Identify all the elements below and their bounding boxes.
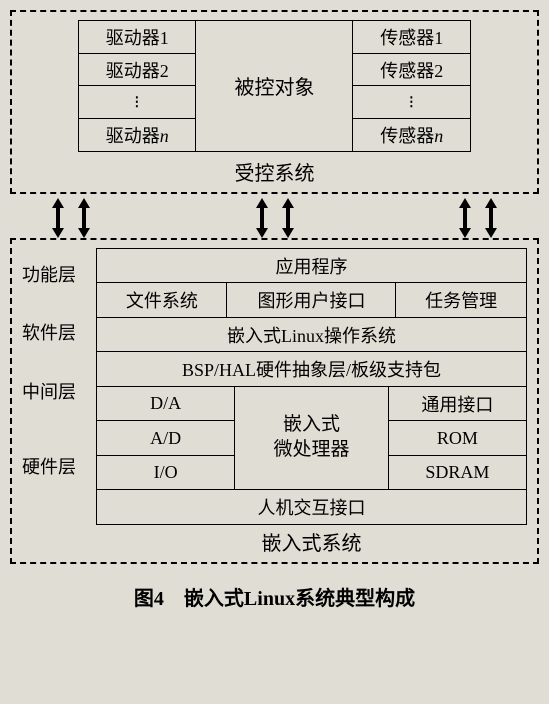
- bsp-hal-cell: BSP/HAL硬件抽象层/板级支持包: [96, 351, 527, 387]
- controlled-system-label: 受控系统: [22, 154, 527, 188]
- double-arrow-icon: [50, 198, 66, 238]
- sdram-cell: SDRAM: [388, 455, 527, 491]
- task-mgmt-cell: 任务管理: [395, 282, 527, 318]
- controlled-system-box: 驱动器1 驱动器2 ⁝ 驱动器n 被控对象 传感器1 传感器2 ⁝ 传感器n 受…: [10, 10, 539, 194]
- sensors-column: 传感器1 传感器2 ⁝ 传感器n: [352, 20, 471, 152]
- sensor-cell-dots: ⁝: [352, 85, 471, 119]
- da-cell: D/A: [96, 386, 235, 422]
- figure-caption: 图4 嵌入式Linux系统典型构成: [10, 582, 539, 611]
- application-cell: 应用程序: [96, 248, 527, 284]
- sensor-cell: 传感器1: [352, 20, 471, 54]
- embedded-system-box: 功能层 软件层 中间层 硬件层 应用程序 文件系统 图形用户接口 任务管理 嵌入…: [10, 238, 539, 564]
- arrows-row: [10, 194, 539, 238]
- layers-table: 应用程序 文件系统 图形用户接口 任务管理 嵌入式Linux操作系统 BSP/H…: [96, 248, 527, 558]
- ad-cell: A/D: [96, 420, 235, 456]
- gui-cell: 图形用户接口: [226, 282, 397, 318]
- double-arrow-icon: [457, 198, 473, 238]
- driver-cell: 驱动器2: [78, 53, 197, 87]
- hmi-cell: 人机交互接口: [96, 489, 527, 525]
- double-arrow-icon: [76, 198, 92, 238]
- rom-cell: ROM: [388, 420, 527, 456]
- driver-cell-dots: ⁝: [78, 85, 197, 119]
- driver-cell: 驱动器n: [78, 118, 197, 152]
- hw-left-column: D/A A/D I/O: [96, 386, 235, 491]
- layer-label: 硬件层: [22, 416, 88, 516]
- linux-os-cell: 嵌入式Linux操作系统: [96, 317, 527, 353]
- double-arrow-icon: [280, 198, 296, 238]
- arrow-pair: [254, 198, 296, 234]
- layer-label: 功能层: [22, 255, 88, 293]
- layer-label: 软件层: [22, 299, 88, 365]
- embedded-system-label: 嵌入式系统: [96, 524, 527, 558]
- io-cell: I/O: [96, 455, 235, 491]
- layer-labels: 功能层 软件层 中间层 硬件层: [22, 248, 88, 558]
- layer-label: 中间层: [22, 372, 88, 410]
- filesystem-cell: 文件系统: [96, 282, 228, 318]
- double-arrow-icon: [483, 198, 499, 238]
- microprocessor-cell: 嵌入式微处理器: [234, 386, 389, 491]
- controlled-object: 被控对象: [195, 20, 353, 152]
- arrow-pair: [50, 198, 92, 234]
- controlled-system-grid: 驱动器1 驱动器2 ⁝ 驱动器n 被控对象 传感器1 传感器2 ⁝ 传感器n: [78, 20, 472, 152]
- driver-cell: 驱动器1: [78, 20, 197, 54]
- general-interface-cell: 通用接口: [388, 386, 527, 422]
- double-arrow-icon: [254, 198, 270, 238]
- sensor-cell: 传感器n: [352, 118, 471, 152]
- drivers-column: 驱动器1 驱动器2 ⁝ 驱动器n: [78, 20, 197, 152]
- arrow-pair: [457, 198, 499, 234]
- sensor-cell: 传感器2: [352, 53, 471, 87]
- hw-right-column: 通用接口 ROM SDRAM: [388, 386, 527, 491]
